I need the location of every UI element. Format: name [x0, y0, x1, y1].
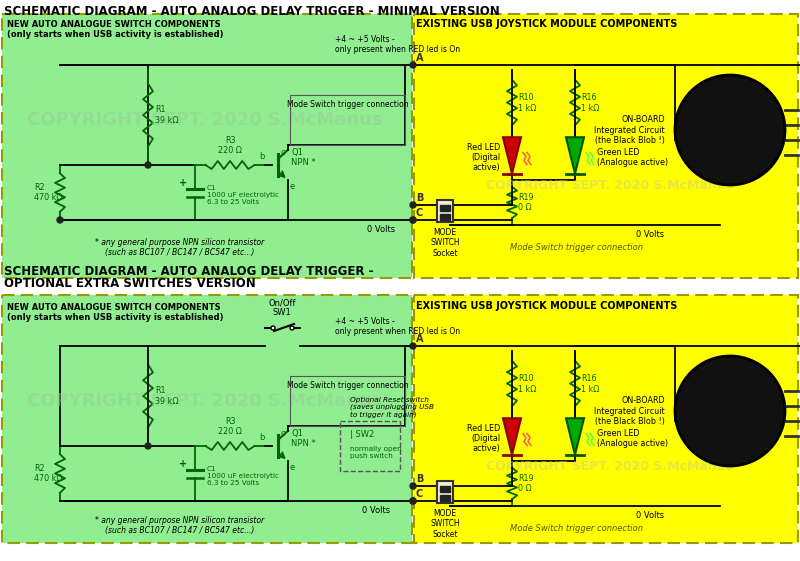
Text: On/Off
SW1: On/Off SW1 [268, 298, 296, 318]
Text: SCHEMATIC DIAGRAM - AUTO ANALOG DELAY TRIGGER - MINIMAL VERSION: SCHEMATIC DIAGRAM - AUTO ANALOG DELAY TR… [4, 5, 500, 18]
Circle shape [675, 356, 785, 466]
Bar [340, 421, 400, 471]
Circle shape [410, 498, 416, 504]
Text: MODE
SWITCH
Socket: MODE SWITCH Socket [430, 228, 460, 258]
Text: C: C [416, 208, 423, 218]
Text: normally open
push switch: normally open push switch [350, 446, 402, 459]
Text: OPTIONAL EXTRA SWITCHES VERSION: OPTIONAL EXTRA SWITCHES VERSION [4, 277, 256, 290]
Text: R19
0 Ω: R19 0 Ω [518, 474, 534, 493]
Text: R1
39 kΩ: R1 39 kΩ [155, 387, 178, 406]
Text: A: A [416, 334, 423, 344]
Bar [290, 95, 405, 145]
Polygon shape [566, 419, 584, 455]
Text: Mode Switch trigger connection: Mode Switch trigger connection [510, 243, 643, 252]
Text: Mode Switch trigger connection: Mode Switch trigger connection [286, 381, 408, 390]
Polygon shape [503, 137, 521, 174]
Text: R10
1 kΩ: R10 1 kΩ [518, 374, 536, 394]
Text: R2
470 kΩ: R2 470 kΩ [34, 464, 62, 483]
Bar [440, 214, 450, 220]
Text: Red LED
(Digital
active): Red LED (Digital active) [466, 142, 500, 172]
Bar [440, 495, 450, 501]
Circle shape [410, 343, 416, 349]
Text: Red LED
(Digital
active): Red LED (Digital active) [466, 424, 500, 453]
Text: R3
220 Ω: R3 220 Ω [218, 136, 242, 155]
Circle shape [145, 162, 151, 168]
Text: B: B [416, 193, 423, 203]
Text: Green LED
(Analogue active): Green LED (Analogue active) [597, 429, 668, 448]
Text: +: + [179, 177, 187, 187]
Circle shape [410, 483, 416, 489]
Circle shape [290, 326, 294, 330]
Circle shape [57, 217, 63, 223]
Text: | SW2: | SW2 [350, 430, 374, 439]
Text: A: A [416, 53, 423, 63]
Circle shape [675, 75, 785, 185]
Polygon shape [566, 137, 584, 174]
Text: Green LED
(Analogue active): Green LED (Analogue active) [597, 148, 668, 167]
Text: b: b [260, 433, 265, 442]
Text: e: e [290, 463, 295, 472]
Polygon shape [503, 419, 521, 455]
Text: ON-BOARD
Integrated Circuit
(the Black Blob !): ON-BOARD Integrated Circuit (the Black B… [594, 115, 665, 145]
Circle shape [410, 62, 416, 68]
Text: ON-BOARD
Integrated Circuit
(the Black Blob !): ON-BOARD Integrated Circuit (the Black B… [594, 396, 665, 426]
Text: C1
1000 uF electrolytic
6.3 to 25 Volts: C1 1000 uF electrolytic 6.3 to 25 Volts [207, 185, 279, 205]
Text: * any general purpose NPN silicon transistor
(such as BC107 / BC147 / BC547 etc.: * any general purpose NPN silicon transi… [95, 516, 265, 535]
Text: c: c [280, 429, 285, 438]
Circle shape [410, 217, 416, 223]
Text: Q1
NPN *: Q1 NPN * [291, 148, 316, 167]
Circle shape [145, 443, 151, 449]
Circle shape [410, 217, 416, 223]
Text: * any general purpose NPN silicon transistor
(such as BC107 / BC147 / BC547 etc.: * any general purpose NPN silicon transi… [95, 238, 265, 257]
Text: b: b [260, 152, 265, 161]
Text: c: c [280, 148, 285, 157]
Text: R16
1 kΩ: R16 1 kΩ [581, 93, 599, 113]
Text: Q1
NPN *: Q1 NPN * [291, 429, 316, 448]
Text: R2
470 kΩ: R2 470 kΩ [34, 183, 62, 202]
Circle shape [410, 498, 416, 504]
Text: C: C [416, 489, 423, 499]
Bar [2, 295, 412, 543]
Text: +4 ~ +5 Volts -
only present when RED led is On: +4 ~ +5 Volts - only present when RED le… [335, 35, 460, 54]
Text: COPYRIGHT SEPT. 2020 S.McManus: COPYRIGHT SEPT. 2020 S.McManus [27, 111, 382, 129]
Text: 0 Volts: 0 Volts [367, 225, 395, 234]
Bar [440, 205, 450, 211]
Bar [437, 200, 453, 222]
Text: R19
0 Ω: R19 0 Ω [518, 193, 534, 212]
Bar [2, 14, 412, 278]
Bar [290, 376, 405, 426]
Text: C1
1000 uF electrolytic
6.3 to 25 Volts: C1 1000 uF electrolytic 6.3 to 25 Volts [207, 466, 279, 486]
Text: B: B [416, 474, 423, 484]
Text: Optional Reset switch
(saves unplugging USB
to trigger it again): Optional Reset switch (saves unplugging … [350, 397, 434, 418]
Text: 0 Volts: 0 Volts [636, 511, 664, 520]
Text: COPYRIGHT SEPT. 2020 S.McManus: COPYRIGHT SEPT. 2020 S.McManus [27, 392, 382, 410]
Text: 0 Volts: 0 Volts [636, 230, 664, 239]
Text: Mode Switch trigger connection: Mode Switch trigger connection [510, 524, 643, 533]
Text: EXISTING USB JOYSTICK MODULE COMPONENTS: EXISTING USB JOYSTICK MODULE COMPONENTS [416, 19, 678, 29]
Text: NEW AUTO ANALOGUE SWITCH COMPONENTS
(only starts when USB activity is establishe: NEW AUTO ANALOGUE SWITCH COMPONENTS (onl… [7, 303, 223, 323]
Text: 0 Volts: 0 Volts [362, 506, 390, 515]
Bar [437, 481, 453, 503]
Bar [440, 486, 450, 492]
Circle shape [410, 202, 416, 208]
Text: Mode Switch trigger connection: Mode Switch trigger connection [286, 100, 408, 109]
Text: EXISTING USB JOYSTICK MODULE COMPONENTS: EXISTING USB JOYSTICK MODULE COMPONENTS [416, 301, 678, 311]
Text: COPYRIGHT SEPT. 2020 S.McManus: COPYRIGHT SEPT. 2020 S.McManus [486, 178, 734, 191]
Text: +4 ~ +5 Volts -
only present when RED led is On: +4 ~ +5 Volts - only present when RED le… [335, 317, 460, 337]
Text: SCHEMATIC DIAGRAM - AUTO ANALOG DELAY TRIGGER -: SCHEMATIC DIAGRAM - AUTO ANALOG DELAY TR… [4, 265, 374, 278]
Text: R1
39 kΩ: R1 39 kΩ [155, 105, 178, 125]
Text: COPYRIGHT SEPT. 2020 S.McManus: COPYRIGHT SEPT. 2020 S.McManus [486, 459, 734, 472]
Bar [414, 14, 798, 278]
Circle shape [271, 326, 275, 330]
Text: R10
1 kΩ: R10 1 kΩ [518, 93, 536, 113]
Text: R3
220 Ω: R3 220 Ω [218, 417, 242, 436]
Text: +: + [179, 458, 187, 468]
Bar [414, 295, 798, 543]
Text: MODE
SWITCH
Socket: MODE SWITCH Socket [430, 509, 460, 539]
Text: NEW AUTO ANALOGUE SWITCH COMPONENTS
(only starts when USB activity is establishe: NEW AUTO ANALOGUE SWITCH COMPONENTS (onl… [7, 20, 223, 39]
Text: R16
1 kΩ: R16 1 kΩ [581, 374, 599, 394]
Text: e: e [290, 182, 295, 191]
